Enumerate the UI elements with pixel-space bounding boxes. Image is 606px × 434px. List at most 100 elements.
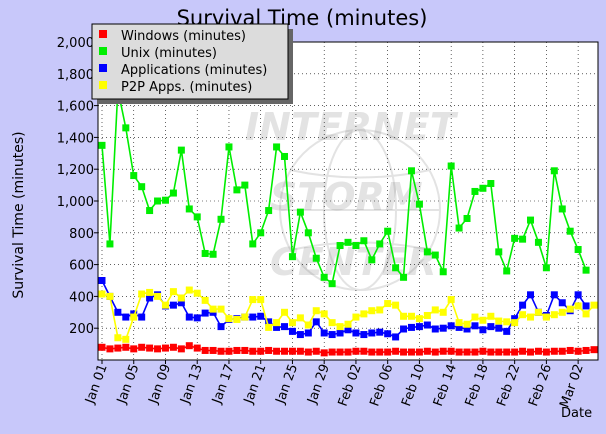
data-point [106,292,114,300]
x-tick-label: Feb 26 [526,362,555,408]
data-point [169,343,177,351]
data-point [503,267,511,275]
data-point [296,208,304,216]
data-point [312,307,320,315]
x-tick-label: Feb 10 [399,362,428,408]
data-point [352,347,360,355]
data-point [273,347,281,355]
data-point [511,348,519,356]
data-point [320,329,328,337]
data-point [193,344,201,352]
data-point [392,333,400,341]
data-point [265,207,273,215]
data-point [423,248,431,256]
x-tick-label: Jan 29 [305,362,333,406]
x-tick-label: Jan 17 [209,362,237,406]
data-point [225,347,233,355]
data-point [527,291,535,299]
data-point [439,347,447,355]
data-point [479,326,487,334]
data-point [320,310,328,318]
data-point [146,207,154,215]
data-point [542,348,550,356]
data-point [487,323,495,331]
data-point [534,347,542,355]
data-point [574,302,582,310]
data-point [455,319,463,327]
data-point [407,348,415,356]
x-tick-label: Jan 13 [178,362,206,406]
watermark-word-1: INTERNET [245,105,459,149]
data-point [288,347,296,355]
data-point [281,347,289,355]
data-point [550,347,558,355]
data-point [296,331,304,339]
data-point [511,319,519,327]
series-4 [98,286,598,343]
data-point [368,307,376,315]
data-point [193,289,201,297]
data-point [225,143,233,151]
data-point [257,347,265,355]
data-point [193,314,201,322]
data-point [257,312,265,320]
data-point [320,273,328,281]
data-point [376,328,384,336]
data-point [463,348,471,356]
data-point [98,277,106,284]
data-point [471,322,479,330]
data-point [352,242,360,250]
data-point [138,183,146,191]
data-point [392,264,400,272]
data-point [233,186,241,194]
data-point [257,229,265,237]
y-tick-label: 200 [69,322,94,337]
data-point [503,348,511,356]
y-tick-label: 1,000 [57,195,94,210]
data-point [146,288,154,296]
series-1 [98,342,598,357]
data-point [400,348,408,356]
data-point [400,273,408,281]
data-point [431,251,439,259]
data-point [98,343,106,351]
data-point [423,321,431,329]
data-point [423,311,431,319]
data-point [384,300,392,308]
data-point [447,347,455,355]
x-tick-label: Feb 18 [463,362,492,408]
data-point [161,344,169,352]
data-point [392,347,400,355]
data-point [471,187,479,195]
data-point [185,205,193,213]
data-point [201,296,209,304]
data-point [304,348,312,356]
data-point [376,240,384,248]
data-point [463,214,471,222]
data-point [288,319,296,327]
data-point [360,331,368,339]
data-point [217,215,225,223]
watermark-word-2: STORM [270,175,423,219]
data-point [407,312,415,320]
x-tick-label: Mar 02 [557,362,587,410]
data-point [384,227,392,235]
watermark-text: INTERNET STORM CENTER [245,105,459,284]
data-point [106,345,114,353]
data-point [439,324,447,332]
data-point [312,254,320,262]
data-point [304,321,312,329]
data-point [527,313,535,321]
data-point [392,301,400,309]
x-axis: Jan 01 Jan 05 Jan 09 Jan 13 Jan 17 Jan 21 Jan … [82,360,587,410]
data-point [415,200,423,208]
data-point [534,308,542,316]
legend-label: Applications (minutes) [121,63,267,78]
y-tick-label: 2,000 [57,36,94,51]
data-point [344,238,352,246]
data-point [447,162,455,170]
data-point [503,318,511,326]
legend-swatch [99,81,107,89]
data-point [582,266,590,274]
data-point [288,327,296,335]
